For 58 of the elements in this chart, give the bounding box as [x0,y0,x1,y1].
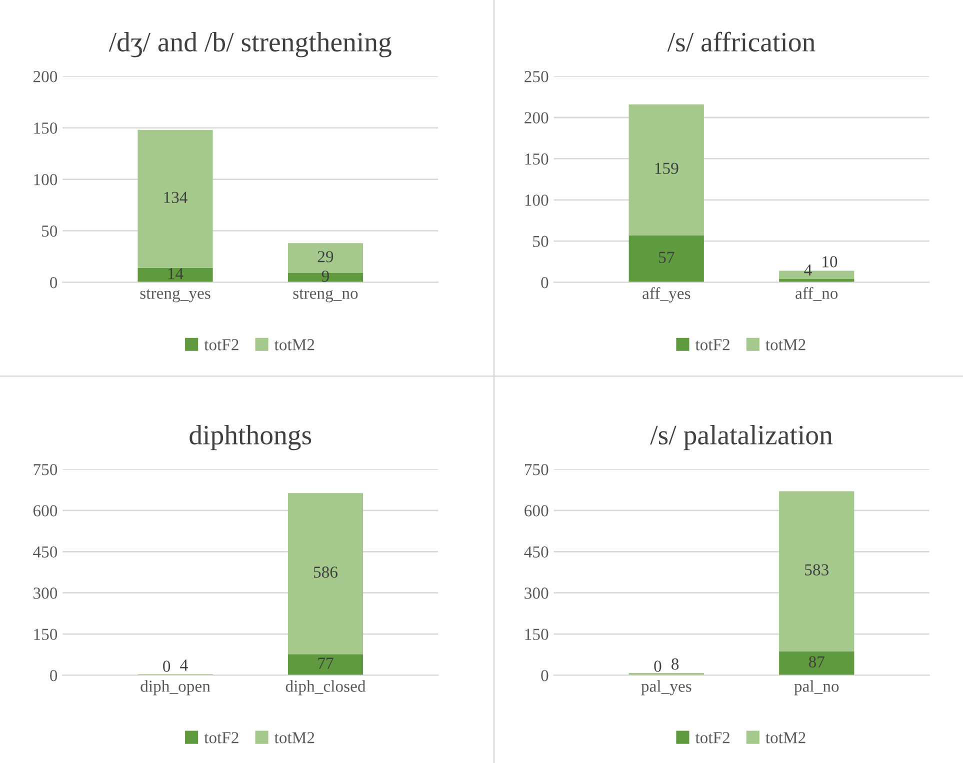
y-tick-label: 450 [33,546,58,558]
x-tick-label: pal_no [794,680,839,696]
legend-label: totM2 [766,339,806,350]
legend-label: totF2 [695,339,730,350]
data-label: 14 [168,268,184,280]
y-tick-label: 750 [524,464,548,476]
legend-label: totM2 [274,732,314,744]
y-tick-label: 750 [34,464,58,476]
y-tick-label: 450 [524,546,548,558]
data-label: 10 [822,256,838,268]
x-tick-label: diph_closed [286,680,366,696]
data-label: 586 [314,566,338,578]
y-tick-label: 600 [524,505,548,516]
chart-title: /s/ affrication [667,32,816,52]
x-tick-label: aff_no [796,287,838,301]
data-label: 29 [318,251,334,262]
legend-label: totF2 [204,339,238,350]
data-label: 0 [163,660,170,672]
data-label: 0 [654,660,662,672]
data-label: 4 [180,660,188,671]
y-tick-label: 600 [33,505,58,516]
data-label: 159 [655,162,678,174]
data-label: 77 [318,658,334,669]
y-tick-label: 50 [42,226,58,237]
chart-title: /s/ palatalization [650,424,832,450]
data-label: 134 [164,192,188,204]
y-tick-label: 150 [525,153,548,165]
x-tick-label: diph_open [140,680,210,696]
y-tick-label: 100 [34,174,58,186]
y-tick-label: 150 [525,628,548,640]
data-label: 87 [808,656,824,668]
y-tick-label: 0 [50,277,58,288]
data-label: 8 [672,658,679,670]
y-tick-label: 100 [525,194,548,206]
x-tick-label: aff_yes [642,287,690,302]
y-tick-label: 200 [33,71,58,82]
x-tick-label: pal_yes [641,680,692,696]
data-label: 57 [659,252,674,263]
y-tick-label: 300 [524,588,548,599]
legend-label: totM2 [766,732,806,744]
data-label: 9 [322,270,329,282]
y-tick-label: 150 [34,122,58,134]
legend-label: totF2 [204,732,238,744]
y-tick-label: 50 [533,236,548,248]
y-tick-label: 300 [34,588,58,599]
y-tick-label: 250 [524,71,548,82]
y-tick-label: 0 [541,670,548,682]
y-tick-label: 200 [524,112,548,124]
y-tick-label: 150 [34,628,58,640]
legend-label: totF2 [695,732,730,744]
chart-title: diphthongs [190,424,312,450]
chart-title: /dʒ/ and /b/ strengthening [108,32,392,58]
legend-label: totM2 [274,339,314,350]
data-label: 583 [805,564,828,576]
x-tick-label: streng_no [293,289,358,302]
y-tick-label: 0 [50,670,58,682]
x-tick-label: streng_yes [140,289,210,302]
y-tick-label: 0 [541,277,548,288]
